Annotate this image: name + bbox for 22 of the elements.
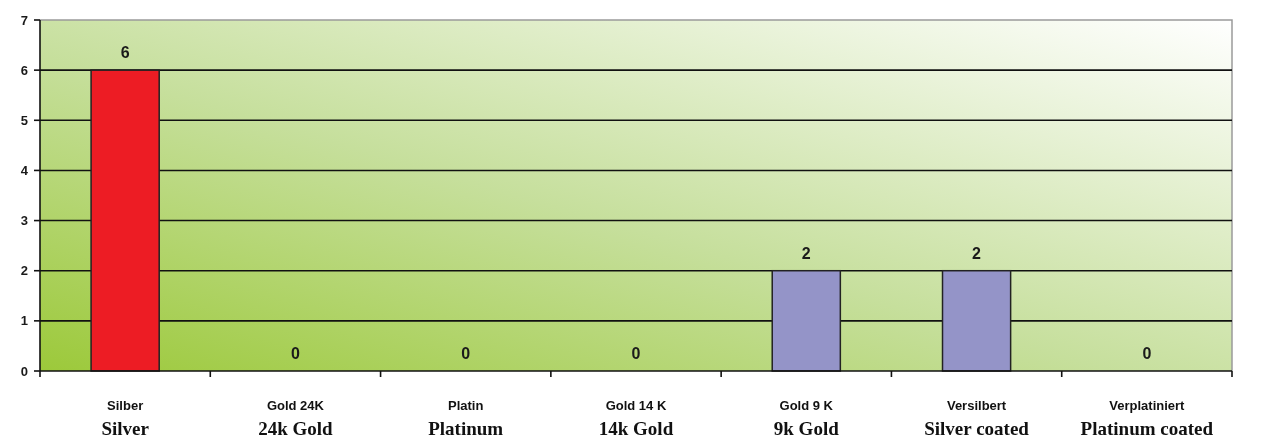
x-tick-label: Versilbert Silver coated [924,398,1030,439]
y-tick-label: 7 [20,12,28,28]
x-tick-label: Gold 24K 24k Gold [258,398,334,439]
x-tick-label: Gold 9 K 9k Gold [773,398,840,439]
data-label: 0 [290,345,300,362]
y-tick-label: 2 [20,263,28,279]
y-tick-label: 6 [20,62,28,78]
data-label: 0 [461,345,471,362]
y-tick-label: 5 [20,112,28,128]
y-tick-label: 4 [20,162,29,178]
data-label: 6 [120,44,130,62]
y-tick-label: 1 [20,313,28,329]
x-tick-label: Verplatiniert Platinum coated [1080,398,1214,439]
data-label: 0 [631,345,641,362]
y-tick-label: 3 [20,213,28,229]
x-tick-label: Silber Silver [101,398,150,439]
data-label: 2 [801,244,811,262]
x-tick-label: Platin Platinum [428,398,504,439]
data-label: 2 [972,244,982,262]
data-label: 0 [1142,345,1152,362]
x-tick-label: Gold 14 K 14k Gold [598,398,674,439]
y-tick-label: 0 [20,363,28,379]
